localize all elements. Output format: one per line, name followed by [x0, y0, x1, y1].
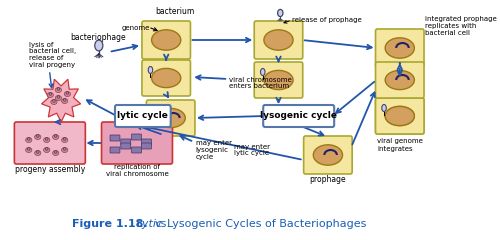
Ellipse shape — [260, 68, 265, 76]
Ellipse shape — [47, 92, 54, 97]
FancyBboxPatch shape — [102, 122, 172, 164]
FancyBboxPatch shape — [376, 98, 424, 134]
FancyBboxPatch shape — [115, 105, 170, 127]
FancyBboxPatch shape — [376, 98, 424, 134]
Text: lytic cycle: lytic cycle — [118, 112, 168, 120]
FancyBboxPatch shape — [132, 134, 141, 140]
Ellipse shape — [55, 88, 62, 92]
FancyBboxPatch shape — [254, 21, 302, 59]
FancyBboxPatch shape — [376, 62, 424, 98]
FancyBboxPatch shape — [110, 135, 120, 141]
Ellipse shape — [26, 138, 32, 143]
Ellipse shape — [152, 68, 181, 88]
FancyBboxPatch shape — [142, 60, 190, 96]
Text: may enter
lytic cycle: may enter lytic cycle — [234, 144, 270, 156]
FancyBboxPatch shape — [376, 29, 424, 67]
Ellipse shape — [95, 40, 103, 51]
Text: may enter
lysogenic
cycle: may enter lysogenic cycle — [196, 140, 232, 160]
Ellipse shape — [264, 30, 293, 50]
Ellipse shape — [62, 98, 68, 103]
Ellipse shape — [62, 148, 68, 152]
FancyBboxPatch shape — [142, 139, 152, 145]
Text: genome: genome — [122, 25, 150, 31]
Text: lysogenic cycle: lysogenic cycle — [260, 112, 337, 120]
Text: replication of
viral chromosome: replication of viral chromosome — [106, 163, 168, 176]
Ellipse shape — [55, 96, 62, 101]
Ellipse shape — [385, 106, 414, 126]
Text: vs.: vs. — [154, 219, 170, 229]
Ellipse shape — [44, 138, 50, 143]
Text: viral genome
integrates: viral genome integrates — [378, 138, 423, 151]
Ellipse shape — [264, 70, 293, 90]
Ellipse shape — [148, 66, 152, 73]
FancyBboxPatch shape — [121, 143, 130, 149]
Text: lysis of
bacterial cell,
release of
viral progeny: lysis of bacterial cell, release of vira… — [28, 42, 76, 68]
Ellipse shape — [44, 148, 50, 152]
Ellipse shape — [152, 30, 181, 50]
Polygon shape — [42, 79, 80, 122]
FancyBboxPatch shape — [142, 21, 190, 59]
Ellipse shape — [385, 70, 414, 90]
Ellipse shape — [52, 134, 59, 139]
FancyBboxPatch shape — [304, 136, 352, 174]
FancyBboxPatch shape — [254, 62, 302, 98]
Text: viral chromosome
enters bacterium: viral chromosome enters bacterium — [229, 77, 292, 90]
Ellipse shape — [278, 9, 283, 17]
Ellipse shape — [314, 145, 342, 165]
Ellipse shape — [382, 104, 386, 112]
FancyBboxPatch shape — [121, 139, 130, 145]
Ellipse shape — [51, 100, 57, 104]
Ellipse shape — [26, 148, 32, 152]
FancyBboxPatch shape — [146, 100, 195, 136]
Text: Lysogenic Cycles of Bacteriophages: Lysogenic Cycles of Bacteriophages — [167, 219, 366, 229]
Text: Figure 1.18.: Figure 1.18. — [72, 219, 148, 229]
Ellipse shape — [34, 150, 41, 156]
Text: integrated prophage
replicates with
bacterial cell: integrated prophage replicates with bact… — [425, 16, 496, 36]
FancyBboxPatch shape — [14, 122, 86, 164]
Ellipse shape — [52, 150, 59, 156]
Ellipse shape — [34, 134, 41, 139]
FancyBboxPatch shape — [110, 147, 120, 153]
Ellipse shape — [156, 108, 186, 128]
Ellipse shape — [385, 38, 414, 58]
Ellipse shape — [385, 106, 414, 126]
Text: release of prophage: release of prophage — [292, 17, 362, 23]
Text: prophage: prophage — [310, 174, 346, 184]
Text: bacterium: bacterium — [156, 7, 195, 17]
Ellipse shape — [64, 91, 70, 96]
FancyBboxPatch shape — [142, 143, 152, 149]
Text: Lytic: Lytic — [136, 219, 162, 229]
Text: progeny assembly: progeny assembly — [14, 166, 85, 174]
FancyBboxPatch shape — [132, 147, 141, 153]
FancyBboxPatch shape — [263, 105, 334, 127]
Text: bacteriophage: bacteriophage — [70, 34, 126, 42]
Ellipse shape — [62, 138, 68, 143]
